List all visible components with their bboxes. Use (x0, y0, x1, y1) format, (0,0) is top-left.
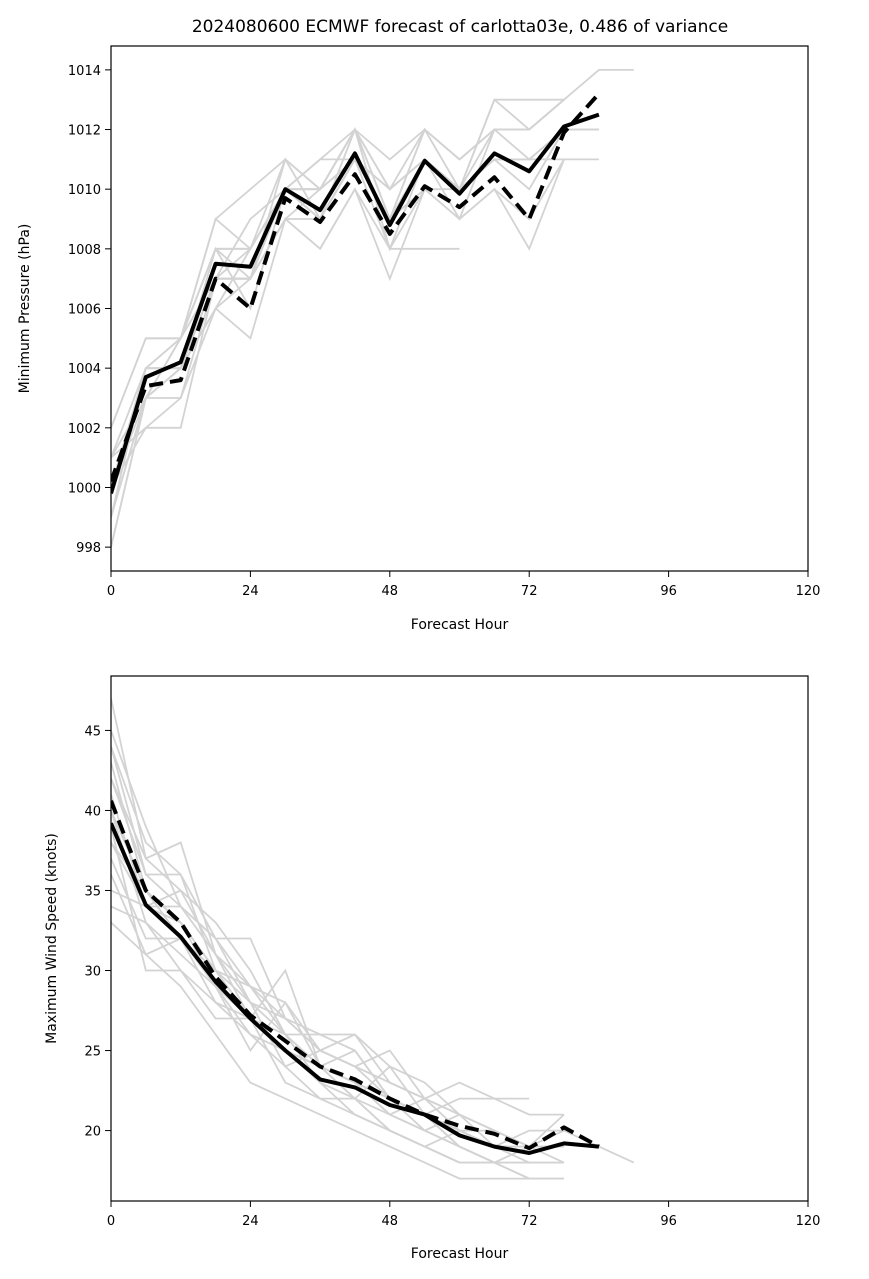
wind-deterministic-line (111, 800, 600, 1151)
pressure-y-tick-label: 1006 (68, 303, 101, 318)
pressure-y-tick-label: 1012 (68, 124, 101, 139)
wind-x-tick-label: 24 (242, 1214, 259, 1229)
pressure-y-tick-label: 1004 (68, 362, 101, 377)
pressure-x-tick-label: 120 (796, 584, 821, 599)
wind-ensemble-member-line (111, 874, 530, 1180)
pressure-x-tick-label: 0 (107, 584, 115, 599)
wind-ensemble-member-line (111, 778, 564, 1148)
wind-y-tick-label: 25 (84, 1045, 101, 1060)
wind-y-tick-label: 35 (84, 884, 101, 899)
wind-x-tick-label: 0 (107, 1214, 115, 1229)
wind-y-tick-label: 40 (84, 804, 101, 819)
wind-y-tick-label: 45 (84, 724, 101, 739)
pressure-x-tick-label: 96 (660, 584, 677, 599)
pressure-y-tick-label: 1002 (68, 422, 101, 437)
pressure-y-tick-label: 1014 (68, 64, 101, 79)
pressure-x-tick-label: 24 (242, 584, 259, 599)
wind-x-axis-label: Forecast Hour (411, 1246, 509, 1262)
pressure-y-tick-label: 1008 (68, 243, 101, 258)
chart-title: 2024080600 ECMWF forecast of carlotta03e… (192, 17, 728, 37)
wind-ensemble-member-line (111, 746, 565, 1148)
pressure-deterministic-line (111, 92, 601, 483)
wind-x-tick-label: 96 (660, 1214, 677, 1229)
wind-y-tick-label: 20 (84, 1125, 101, 1140)
pressure-y-tick-label: 1010 (68, 183, 101, 198)
pressure-x-axis-label: Forecast Hour (411, 617, 509, 633)
pressure-x-tick-label: 72 (521, 584, 538, 599)
pressure-ensemble-mean-line (111, 112, 600, 494)
wind-ensemble-mean-line (111, 822, 600, 1155)
wind-y-tick-label: 30 (84, 965, 101, 980)
wind-y-axis-label: Maximum Wind Speed (knots) (44, 833, 60, 1044)
pressure-x-tick-label: 48 (382, 584, 399, 599)
pressure-ensemble-member-line (111, 99, 565, 429)
wind-x-tick-label: 120 (796, 1214, 821, 1229)
pressure-y-tick-label: 1000 (68, 481, 101, 496)
wind-x-tick-label: 48 (382, 1214, 399, 1229)
wind-chart: 0 24 48 72 96 120 20 25 30 35 40 45 Forecast Hour M… (44, 675, 821, 1262)
pressure-chart: 0 24 48 72 96 120 998 1000 1002 1004 1006 1008 1010 1… (17, 45, 821, 633)
wind-plot-frame (110, 675, 809, 1202)
pressure-y-axis-label: Minimum Pressure (hPa) (17, 224, 33, 394)
pressure-ensemble-member-line (111, 99, 565, 518)
pressure-y-tick-label: 998 (76, 541, 101, 556)
wind-x-tick-label: 72 (521, 1214, 538, 1229)
